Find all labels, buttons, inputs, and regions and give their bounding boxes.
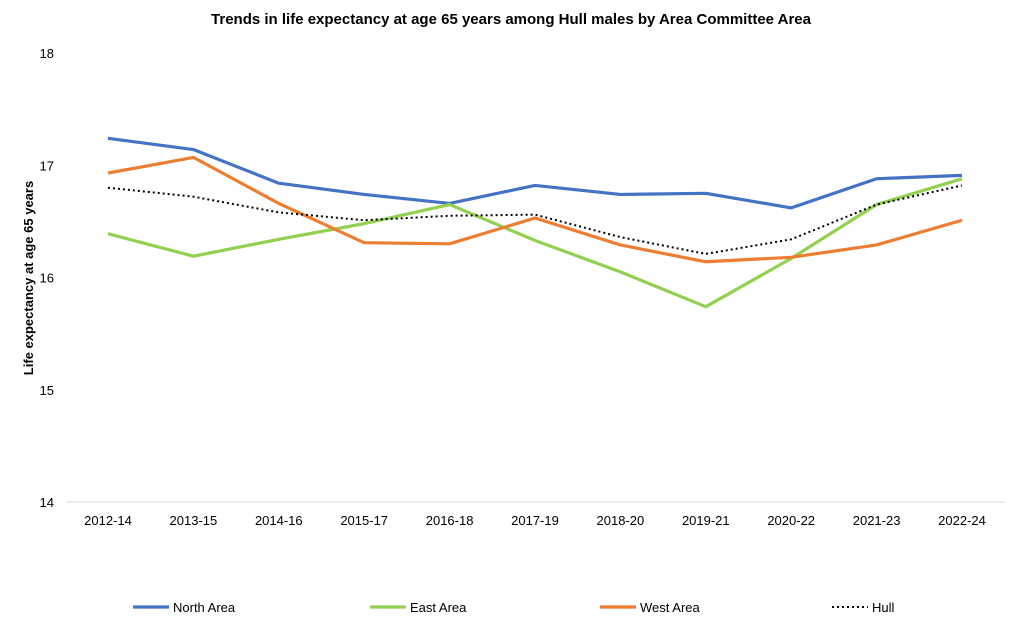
- x-tick-label: 2021-23: [853, 513, 901, 528]
- y-tick-label: 16: [40, 271, 54, 286]
- x-tick-label: 2022-24: [938, 513, 986, 528]
- x-tick-label: 2017-19: [511, 513, 559, 528]
- legend-label: East Area: [410, 600, 467, 615]
- chart-title: Trends in life expectancy at age 65 year…: [211, 11, 812, 28]
- series-line-north-area: [107, 136, 963, 210]
- y-tick-label: 17: [40, 158, 54, 173]
- series-line-west-area: [107, 155, 963, 264]
- legend-label: North Area: [173, 600, 236, 615]
- x-tick-label: 2015-17: [340, 513, 388, 528]
- x-tick-label: 2012-14: [84, 513, 132, 528]
- x-tick-label: 2019-21: [682, 513, 730, 528]
- y-tick-label: 14: [40, 495, 54, 510]
- y-tick-label: 15: [40, 383, 54, 398]
- x-tick-label: 2014-16: [255, 513, 303, 528]
- x-tick-label: 2013-15: [170, 513, 218, 528]
- y-axis-label: Life expectancy at age 65 years: [21, 181, 36, 375]
- x-tick-label: 2020-22: [767, 513, 815, 528]
- x-tick-label: 2016-18: [426, 513, 474, 528]
- series-line-east-area: [107, 177, 963, 309]
- x-tick-label: 2018-20: [597, 513, 645, 528]
- series-line-hull: [107, 184, 963, 255]
- legend-label: West Area: [640, 600, 701, 615]
- y-tick-label: 18: [40, 46, 54, 61]
- legend-label: Hull: [872, 600, 895, 615]
